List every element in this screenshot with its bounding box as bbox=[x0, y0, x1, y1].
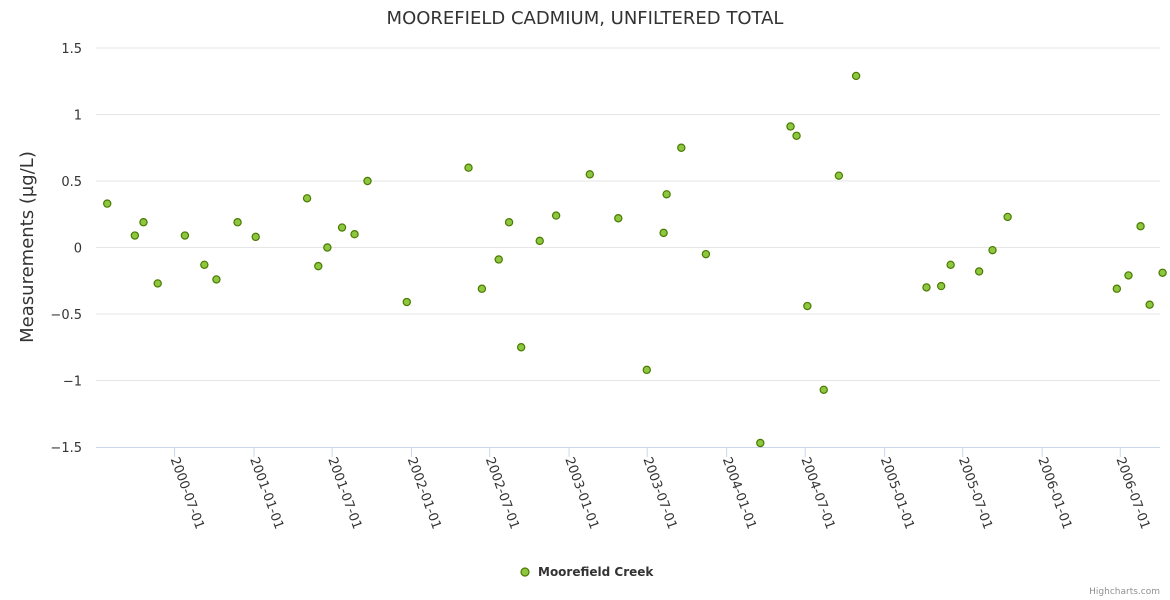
y-tick-label: 0.5 bbox=[61, 175, 82, 190]
data-point[interactable] bbox=[103, 199, 112, 208]
data-point[interactable] bbox=[1112, 284, 1122, 293]
data-point[interactable] bbox=[988, 245, 997, 255]
data-point[interactable] bbox=[477, 284, 487, 293]
data-point[interactable] bbox=[139, 218, 148, 227]
legend-symbol bbox=[520, 567, 530, 577]
data-point[interactable] bbox=[494, 255, 503, 264]
data-point[interactable] bbox=[504, 218, 514, 227]
y-tick-label: 1 bbox=[74, 109, 82, 124]
data-point[interactable] bbox=[314, 261, 323, 271]
data-point[interactable] bbox=[701, 249, 711, 259]
data-point[interactable] bbox=[180, 231, 190, 240]
data-point[interactable] bbox=[464, 163, 473, 172]
data-point[interactable] bbox=[516, 343, 526, 352]
data-point[interactable] bbox=[614, 214, 623, 223]
data-point[interactable] bbox=[803, 301, 812, 311]
data-point[interactable] bbox=[792, 131, 801, 140]
y-axis: 1.5 1 0.5 0 −0.5 −1 −1.5 bbox=[50, 42, 82, 456]
data-point[interactable] bbox=[1145, 300, 1154, 309]
data-point[interactable] bbox=[946, 260, 955, 269]
data-point[interactable] bbox=[153, 279, 162, 288]
data-point[interactable] bbox=[819, 385, 828, 395]
y-tick-label: −1.5 bbox=[50, 441, 82, 456]
data-point[interactable] bbox=[677, 143, 686, 152]
data-point[interactable] bbox=[402, 297, 411, 307]
y-tick-label: 1.5 bbox=[61, 42, 82, 57]
data-point[interactable] bbox=[1124, 271, 1133, 280]
data-point[interactable] bbox=[212, 275, 221, 284]
data-point[interactable] bbox=[233, 218, 242, 227]
series-moorefield-creek bbox=[103, 71, 1167, 448]
legend[interactable]: Moorefield Creek bbox=[520, 565, 654, 579]
data-point[interactable] bbox=[350, 229, 359, 239]
y-axis-title: Measurements (µg/L) bbox=[17, 151, 38, 343]
y-tick-label: 0 bbox=[74, 242, 82, 257]
data-point[interactable] bbox=[974, 267, 984, 276]
data-point[interactable] bbox=[659, 228, 668, 238]
data-point[interactable] bbox=[756, 438, 765, 448]
data-point[interactable] bbox=[1158, 268, 1167, 277]
data-point[interactable] bbox=[130, 231, 140, 240]
data-point[interactable] bbox=[551, 211, 561, 220]
data-point[interactable] bbox=[642, 365, 651, 375]
chart-title: MOOREFIELD CADMIUM, UNFILTERED TOTAL bbox=[387, 8, 784, 29]
data-point[interactable] bbox=[585, 170, 594, 179]
data-point[interactable] bbox=[302, 194, 312, 203]
data-point[interactable] bbox=[1003, 212, 1012, 222]
data-point[interactable] bbox=[363, 176, 372, 186]
data-point[interactable] bbox=[251, 232, 260, 242]
data-point[interactable] bbox=[200, 260, 209, 269]
credits-link[interactable]: Highcharts.com bbox=[1089, 587, 1160, 597]
y-tick-label: −1 bbox=[63, 375, 82, 390]
data-point[interactable] bbox=[1136, 222, 1145, 231]
data-point[interactable] bbox=[323, 243, 332, 252]
data-point[interactable] bbox=[851, 71, 861, 81]
data-point[interactable] bbox=[535, 236, 544, 246]
y-tick-label: −0.5 bbox=[50, 308, 82, 323]
legend-item-label[interactable]: Moorefield Creek bbox=[538, 565, 654, 579]
data-point[interactable] bbox=[337, 223, 347, 232]
data-point[interactable] bbox=[922, 283, 931, 292]
gridlines bbox=[96, 47, 1160, 381]
data-point[interactable] bbox=[936, 281, 946, 291]
data-point[interactable] bbox=[834, 171, 844, 180]
data-point[interactable] bbox=[662, 190, 671, 199]
data-point[interactable] bbox=[786, 122, 795, 131]
